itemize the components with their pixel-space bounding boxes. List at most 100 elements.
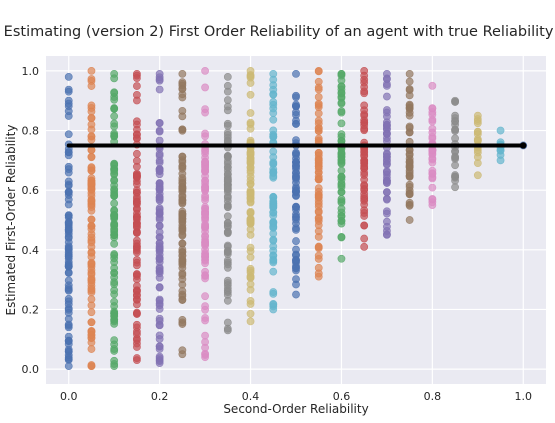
data-point: [110, 312, 119, 321]
data-point: [292, 186, 300, 195]
data-point: [360, 171, 369, 179]
data-point: [133, 354, 141, 362]
data-point: [110, 119, 119, 128]
data-point: [64, 276, 73, 285]
data-point: [314, 134, 323, 143]
data-point: [178, 184, 187, 193]
data-point: [201, 83, 209, 92]
data-point: [155, 156, 164, 165]
data-point: [87, 345, 96, 353]
data-point: [314, 221, 323, 230]
x-tick-labels: 0.0 0.2 0.4 0.6 0.8 1.0: [60, 390, 532, 403]
data-point: [314, 149, 323, 157]
data-point: [269, 235, 278, 244]
x-tick-label: 0.0: [60, 390, 78, 403]
data-point: [64, 130, 73, 139]
data-point: [314, 67, 323, 76]
data-point: [87, 276, 96, 284]
data-point: [292, 215, 300, 224]
data-point: [269, 169, 278, 177]
data-point: [64, 345, 73, 354]
scatter-points: [64, 67, 528, 371]
data-point: [133, 149, 141, 158]
data-point: [223, 121, 232, 130]
data-point: [269, 126, 278, 135]
data-point: [246, 72, 255, 81]
data-point: [87, 67, 96, 75]
data-point: [201, 158, 209, 167]
data-point: [133, 295, 141, 304]
data-point: [87, 114, 96, 123]
data-point: [451, 117, 459, 125]
data-point: [201, 343, 209, 352]
data-point: [178, 248, 187, 257]
data-point: [451, 153, 459, 162]
data-point: [451, 161, 459, 170]
data-point: [133, 287, 141, 296]
x-tick-label: 1.0: [515, 390, 533, 403]
data-point: [155, 127, 164, 136]
data-point: [292, 111, 300, 119]
data-point: [246, 156, 255, 164]
data-point: [87, 107, 96, 116]
data-point: [360, 147, 369, 156]
scatter-series: [405, 69, 414, 224]
y-tick-label: 0.8: [22, 125, 40, 138]
data-point: [133, 209, 141, 218]
data-point: [64, 87, 73, 96]
data-point: [201, 256, 209, 265]
data-point: [337, 119, 346, 128]
data-point: [64, 355, 73, 364]
x-tick-label: 0.2: [151, 390, 169, 403]
data-point: [87, 259, 96, 268]
data-point: [269, 242, 278, 251]
data-point: [133, 162, 141, 171]
data-point: [451, 127, 459, 135]
data-point: [383, 92, 391, 101]
data-point: [110, 225, 119, 234]
data-point: [201, 231, 209, 240]
data-point: [201, 184, 209, 193]
reference-line-group: [66, 142, 527, 149]
data-point: [223, 194, 232, 202]
data-point: [110, 129, 119, 138]
data-point: [292, 69, 300, 78]
data-point: [201, 147, 209, 156]
data-point: [337, 232, 346, 241]
data-point: [178, 256, 187, 264]
data-point: [314, 207, 323, 216]
data-point: [360, 75, 369, 84]
data-point: [383, 106, 391, 114]
data-point: [87, 236, 96, 245]
data-point: [87, 301, 96, 310]
scatter-series: [246, 67, 255, 326]
data-point: [405, 198, 414, 207]
data-point: [155, 296, 164, 305]
data-point: [110, 297, 119, 306]
x-axis-label: Second-Order Reliability: [223, 402, 368, 416]
data-point: [133, 71, 141, 80]
data-point: [201, 245, 209, 254]
data-point: [360, 106, 369, 115]
data-point: [360, 206, 369, 215]
data-point: [314, 269, 323, 278]
data-point: [87, 203, 96, 211]
x-tick-label: 0.8: [424, 390, 442, 403]
data-point: [383, 168, 391, 177]
data-point: [87, 75, 96, 83]
data-point: [133, 308, 141, 317]
data-point: [64, 162, 73, 171]
data-point: [223, 218, 232, 227]
data-point: [314, 99, 323, 108]
data-point: [64, 200, 73, 209]
data-point: [383, 176, 391, 185]
data-point: [337, 70, 346, 78]
data-point: [269, 109, 278, 117]
data-point: [405, 85, 414, 93]
data-point: [201, 316, 209, 325]
data-point: [314, 119, 323, 128]
data-point: [246, 266, 255, 275]
data-point: [110, 239, 119, 248]
scatter-series: [223, 72, 232, 335]
data-point: [246, 109, 255, 117]
